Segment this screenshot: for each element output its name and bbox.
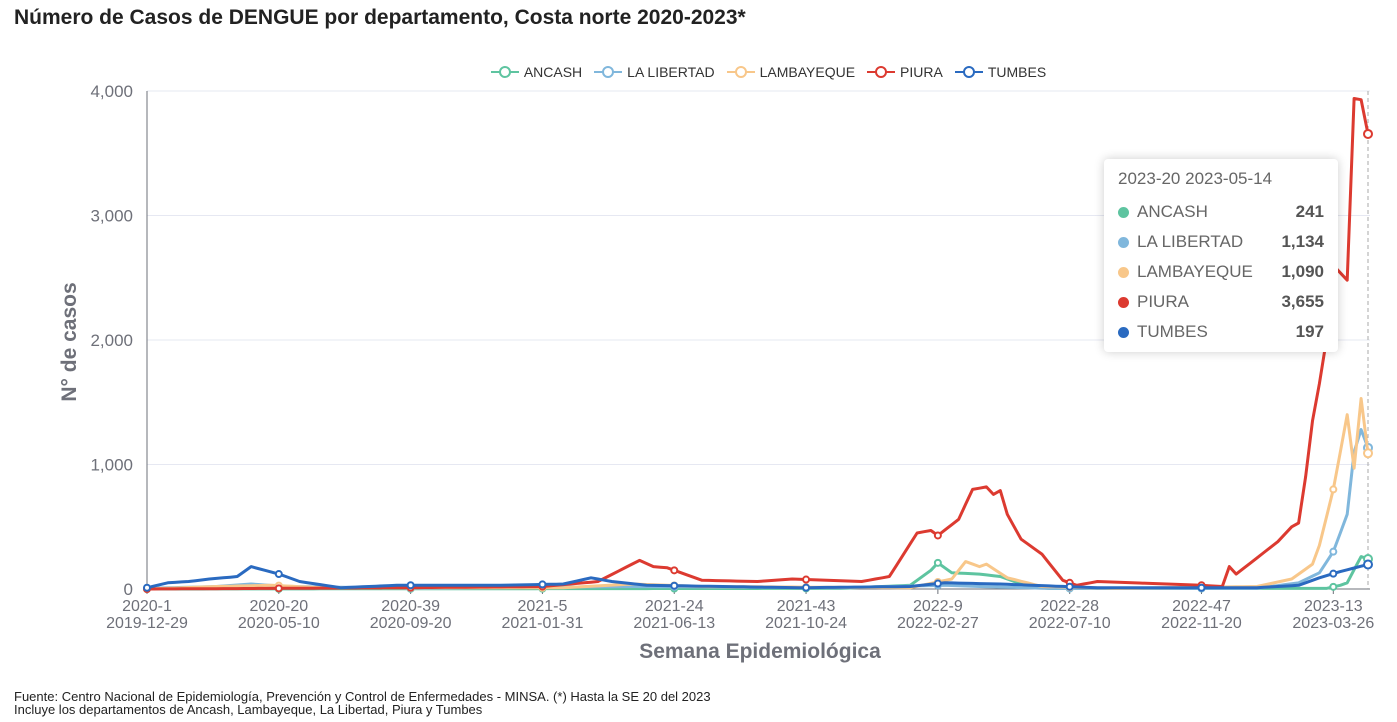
tooltip-value: 241 (1295, 202, 1324, 221)
data-point[interactable] (1363, 128, 1373, 139)
dot-icon (1118, 296, 1129, 308)
data-point[interactable] (1329, 547, 1338, 556)
x-tick-week: 2021-24 (645, 598, 704, 615)
series-line[interactable] (146, 428, 1370, 590)
series-lambayeque[interactable] (143, 397, 1373, 593)
legend-marker-icon (490, 66, 519, 78)
x-tick-date: 2022-02-27 (897, 615, 979, 632)
x-tick-date: 2022-11-20 (1161, 615, 1242, 632)
tooltip-value: 1,134 (1281, 232, 1324, 251)
data-point[interactable] (1197, 583, 1206, 592)
y-tick-label: 0 (124, 580, 133, 599)
x-tick-date: 2020-05-10 (238, 615, 320, 632)
legend: ANCASH LA LIBERTAD LAMBAYEQUE PIURA TUMBES (0, 64, 1397, 80)
x-tick-week: 2021-43 (777, 598, 836, 615)
data-point[interactable] (933, 558, 942, 567)
data-point[interactable] (538, 580, 547, 589)
x-tick-date: 2021-10-24 (765, 615, 847, 632)
legend-item[interactable]: LA LIBERTAD (594, 64, 715, 80)
tooltip-value: 3,655 (1281, 292, 1324, 311)
y-tick-label: 4,000 (90, 82, 133, 101)
x-tick-week: 2020-20 (249, 598, 308, 615)
dot-icon (1118, 206, 1129, 218)
series-tumbes[interactable] (143, 559, 1373, 592)
legend-label: LAMBAYEQUE (759, 64, 856, 80)
data-point[interactable] (1329, 569, 1338, 578)
legend-item[interactable]: ANCASH (490, 64, 583, 80)
legend-label: TUMBES (987, 64, 1047, 80)
tooltip-value: 197 (1295, 322, 1324, 341)
data-point[interactable] (1363, 448, 1373, 459)
x-tick-week: 2020-1 (122, 598, 172, 615)
tooltip-series: LAMBAYEQUE (1137, 262, 1253, 281)
x-tick-date: 2021-06-13 (633, 615, 715, 632)
data-point[interactable] (670, 566, 679, 575)
legend-item[interactable]: LAMBAYEQUE (726, 64, 856, 80)
series-line[interactable] (146, 397, 1370, 591)
tooltip-row: LAMBAYEQUE 1,090 (1118, 257, 1324, 287)
legend-marker-icon (954, 66, 983, 78)
legend-item[interactable]: PIURA (867, 64, 943, 80)
x-tick-date: 2021-01-31 (502, 615, 584, 632)
footnote: Fuente: Centro Nacional de Epidemiología… (14, 690, 711, 716)
x-tick-week: 2022-9 (913, 598, 963, 615)
x-tick-date: 2023-03-26 (1292, 615, 1374, 632)
x-tick-date: 2022-07-10 (1029, 615, 1111, 632)
tooltip-row: LA LIBERTAD 1,134 (1118, 227, 1324, 257)
data-point[interactable] (406, 581, 415, 590)
y-axis-label: N° de casos (58, 282, 81, 402)
tooltip: 2023-20 2023-05-14 ANCASH 241 LA LIBERTAD 1… (1104, 159, 1338, 352)
legend-label: ANCASH (523, 64, 583, 80)
x-tick-week: 2020-39 (381, 598, 440, 615)
tooltip-row: PIURA 3,655 (1118, 287, 1324, 317)
data-point[interactable] (1363, 559, 1373, 570)
data-point[interactable] (933, 531, 942, 540)
tooltip-header: 2023-20 2023-05-14 (1118, 169, 1273, 188)
tooltip-row: TUMBES 197 (1118, 317, 1324, 347)
data-point[interactable] (802, 583, 811, 592)
data-point[interactable] (274, 570, 283, 579)
x-tick-date: 2020-09-20 (370, 615, 452, 632)
x-axis-label: Semana Epidemiológica (639, 640, 881, 663)
tooltip-series: TUMBES (1137, 322, 1208, 341)
tooltip-series: PIURA (1137, 292, 1189, 311)
tooltip-series: LA LIBERTAD (1137, 232, 1244, 251)
legend-label: LA LIBERTAD (627, 64, 715, 80)
legend-label: PIURA (900, 64, 943, 80)
x-tick-week: 2022-28 (1040, 598, 1099, 615)
tooltip-series: ANCASH (1137, 202, 1208, 221)
x-tick-week: 2021-5 (518, 598, 568, 615)
footnote-source: Fuente: Centro Nacional de Epidemiología… (14, 689, 711, 704)
dot-icon (1118, 266, 1129, 278)
data-point[interactable] (143, 583, 151, 592)
legend-item[interactable]: TUMBES (954, 64, 1047, 80)
data-point[interactable] (1329, 485, 1338, 494)
series-la-libertad[interactable] (143, 428, 1373, 593)
footnote-note: Incluye los departamentos de Ancash, Lam… (14, 702, 483, 717)
data-point[interactable] (802, 575, 811, 584)
dot-icon (1118, 236, 1129, 248)
legend-marker-icon (726, 66, 755, 78)
x-tick-week: 2022-47 (1172, 598, 1231, 615)
dot-icon (1118, 326, 1129, 338)
data-point[interactable] (1065, 582, 1074, 591)
data-point[interactable] (670, 581, 679, 590)
x-tick-week: 2023-13 (1304, 598, 1363, 615)
series-line[interactable] (146, 563, 1369, 590)
data-point[interactable] (1329, 582, 1338, 591)
tooltip-row: ANCASH 241 (1118, 197, 1324, 227)
x-tick-date: 2019-12-29 (106, 615, 188, 632)
data-point[interactable] (933, 579, 942, 588)
y-tick-label: 2,000 (90, 331, 133, 350)
legend-marker-icon (867, 66, 896, 78)
legend-marker-icon (594, 66, 623, 78)
chart-title: Número de Casos de DENGUE por departamen… (14, 6, 746, 29)
y-tick-label: 1,000 (90, 456, 133, 475)
data-point[interactable] (274, 584, 283, 593)
y-tick-label: 3,000 (90, 207, 133, 226)
tooltip-value: 1,090 (1281, 262, 1324, 281)
